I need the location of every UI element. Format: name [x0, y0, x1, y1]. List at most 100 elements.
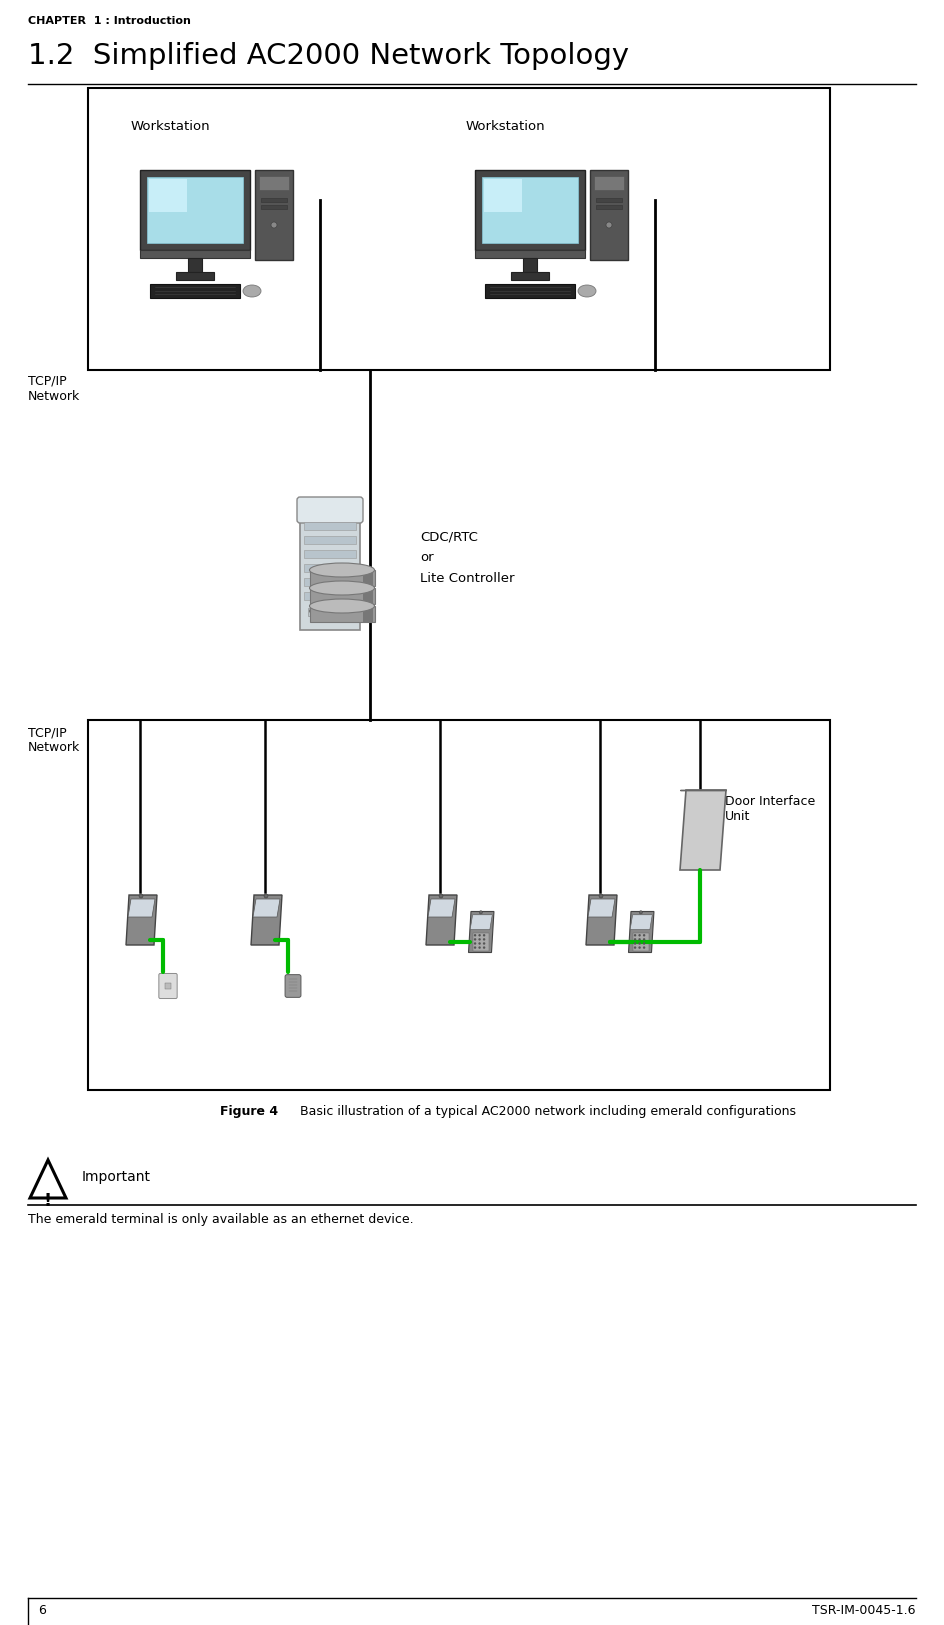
- Bar: [304, 549, 356, 557]
- Text: Basic illustration of a typical AC2000 network including emerald configurations: Basic illustration of a typical AC2000 n…: [296, 1105, 796, 1118]
- Polygon shape: [426, 895, 457, 946]
- Bar: [596, 198, 622, 202]
- Polygon shape: [588, 899, 615, 916]
- Bar: [147, 177, 243, 244]
- Bar: [482, 177, 578, 244]
- Circle shape: [633, 946, 636, 949]
- Bar: [149, 179, 188, 211]
- Circle shape: [638, 942, 641, 944]
- Polygon shape: [468, 912, 494, 952]
- Bar: [523, 258, 537, 271]
- Polygon shape: [30, 1160, 66, 1198]
- Polygon shape: [631, 915, 652, 929]
- Bar: [632, 933, 649, 951]
- Text: 1.2  Simplified AC2000 Network Topology: 1.2 Simplified AC2000 Network Topology: [28, 42, 629, 70]
- Text: TCP/IP
Network: TCP/IP Network: [28, 726, 80, 754]
- Polygon shape: [428, 899, 455, 916]
- Circle shape: [483, 946, 485, 949]
- Circle shape: [483, 942, 485, 944]
- Circle shape: [483, 938, 485, 941]
- Text: The emerald terminal is only available as an ethernet device.: The emerald terminal is only available a…: [28, 1212, 413, 1225]
- Bar: [164, 983, 172, 990]
- Ellipse shape: [243, 284, 261, 297]
- Bar: [140, 171, 250, 250]
- Ellipse shape: [310, 582, 375, 595]
- Text: TCP/IP
Network: TCP/IP Network: [28, 375, 80, 403]
- Polygon shape: [629, 912, 654, 952]
- Ellipse shape: [578, 284, 596, 297]
- Bar: [261, 205, 287, 210]
- Ellipse shape: [310, 600, 375, 613]
- FancyBboxPatch shape: [159, 973, 177, 998]
- FancyBboxPatch shape: [297, 497, 363, 523]
- Bar: [362, 588, 373, 604]
- Circle shape: [479, 934, 480, 936]
- Circle shape: [639, 910, 643, 913]
- Circle shape: [271, 223, 277, 228]
- Circle shape: [633, 934, 636, 936]
- Circle shape: [606, 223, 612, 228]
- FancyBboxPatch shape: [285, 975, 301, 998]
- Circle shape: [479, 946, 480, 949]
- Bar: [485, 284, 575, 297]
- Bar: [140, 250, 250, 258]
- Text: Workstation: Workstation: [465, 120, 545, 133]
- Bar: [310, 588, 375, 604]
- Bar: [304, 522, 356, 530]
- Text: CHAPTER  1 : Introduction: CHAPTER 1 : Introduction: [28, 16, 191, 26]
- Polygon shape: [126, 895, 157, 946]
- Bar: [300, 500, 360, 630]
- Bar: [362, 606, 373, 622]
- Polygon shape: [680, 790, 726, 869]
- Circle shape: [474, 942, 477, 944]
- Bar: [310, 606, 375, 622]
- Polygon shape: [251, 895, 282, 946]
- Bar: [596, 205, 622, 210]
- Text: 6: 6: [38, 1604, 46, 1617]
- Bar: [304, 592, 356, 600]
- Bar: [304, 578, 356, 587]
- Circle shape: [439, 894, 443, 899]
- Bar: [362, 570, 373, 587]
- Text: CDC/RTC
or
Lite Controller: CDC/RTC or Lite Controller: [420, 530, 514, 585]
- Bar: [484, 179, 522, 211]
- Circle shape: [643, 946, 646, 949]
- Circle shape: [480, 910, 482, 913]
- Circle shape: [643, 938, 646, 941]
- Text: Figure 4: Figure 4: [220, 1105, 278, 1118]
- Circle shape: [638, 934, 641, 936]
- Bar: [259, 176, 289, 190]
- Bar: [255, 171, 293, 260]
- Text: Door Interface
Unit: Door Interface Unit: [725, 795, 816, 822]
- Circle shape: [479, 938, 480, 941]
- Polygon shape: [253, 899, 280, 916]
- Bar: [188, 258, 202, 271]
- Bar: [475, 250, 585, 258]
- Circle shape: [474, 934, 477, 936]
- Circle shape: [633, 942, 636, 944]
- Bar: [88, 720, 830, 1090]
- Circle shape: [474, 946, 477, 949]
- Circle shape: [643, 934, 646, 936]
- Bar: [176, 271, 214, 279]
- Circle shape: [479, 942, 480, 944]
- Bar: [310, 570, 375, 587]
- Polygon shape: [470, 915, 493, 929]
- Ellipse shape: [310, 562, 375, 577]
- Bar: [88, 88, 830, 370]
- Bar: [261, 198, 287, 202]
- Circle shape: [599, 894, 603, 899]
- Bar: [304, 564, 356, 572]
- Bar: [150, 284, 240, 297]
- Bar: [511, 271, 549, 279]
- Ellipse shape: [310, 604, 375, 618]
- Text: Important: Important: [82, 1170, 151, 1185]
- Circle shape: [139, 894, 143, 899]
- Circle shape: [643, 942, 646, 944]
- Polygon shape: [586, 895, 617, 946]
- Circle shape: [474, 938, 477, 941]
- Bar: [473, 933, 489, 951]
- Text: Workstation: Workstation: [130, 120, 210, 133]
- Text: TSR-IM-0045-1.6: TSR-IM-0045-1.6: [813, 1604, 916, 1617]
- Bar: [594, 176, 624, 190]
